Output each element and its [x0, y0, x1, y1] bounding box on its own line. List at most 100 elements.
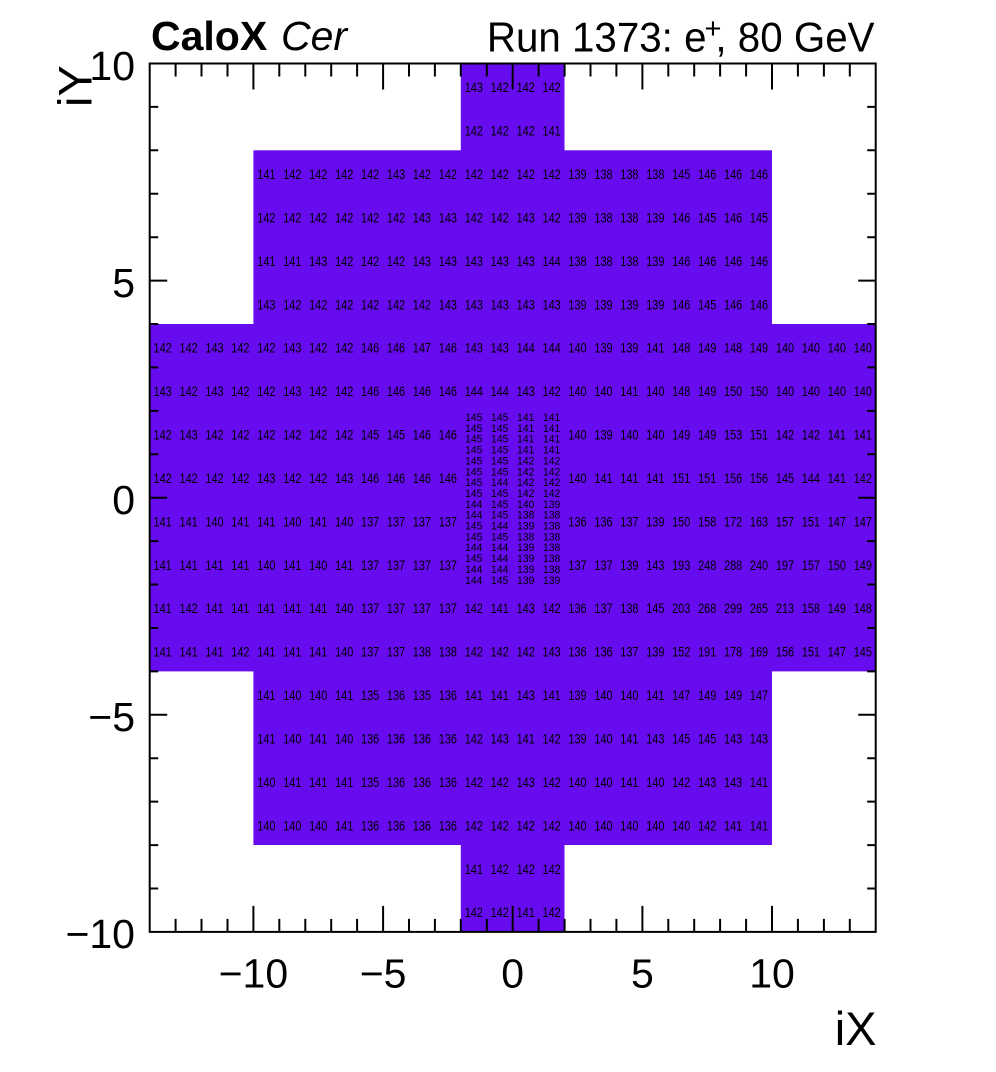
svg-text:CaloX: CaloX: [151, 13, 267, 59]
svg-text:140: 140: [335, 645, 354, 660]
svg-text:140: 140: [309, 818, 328, 833]
svg-text:144: 144: [491, 477, 508, 489]
svg-text:136: 136: [387, 818, 405, 833]
svg-text:156: 156: [724, 471, 742, 486]
svg-text:137: 137: [439, 558, 457, 573]
svg-text:142: 142: [672, 775, 690, 790]
svg-text:139: 139: [620, 297, 638, 312]
svg-text:143: 143: [543, 645, 561, 660]
svg-text:142: 142: [543, 167, 561, 182]
svg-text:137: 137: [361, 601, 379, 616]
svg-text:145: 145: [491, 499, 508, 511]
svg-text:142: 142: [309, 341, 327, 356]
svg-text:141: 141: [335, 688, 353, 703]
svg-text:143: 143: [205, 341, 223, 356]
svg-text:157: 157: [802, 558, 820, 573]
svg-text:146: 146: [413, 471, 431, 486]
svg-text:142: 142: [517, 167, 535, 182]
svg-text:140: 140: [646, 428, 665, 443]
svg-text:288: 288: [724, 558, 742, 573]
svg-text:142: 142: [257, 211, 275, 226]
svg-text:142: 142: [180, 341, 198, 356]
svg-text:140: 140: [309, 558, 328, 573]
svg-text:140: 140: [594, 818, 613, 833]
svg-text:140: 140: [776, 384, 795, 399]
svg-text:145: 145: [646, 601, 664, 616]
svg-text:143: 143: [205, 384, 223, 399]
svg-text:+: +: [705, 13, 722, 45]
svg-text:142: 142: [543, 601, 561, 616]
svg-text:142: 142: [283, 428, 301, 443]
svg-text:141: 141: [231, 601, 249, 616]
svg-text:142: 142: [465, 645, 483, 660]
svg-text:142: 142: [231, 471, 249, 486]
svg-text:138: 138: [620, 167, 638, 182]
svg-text:141: 141: [257, 645, 275, 660]
svg-text:142: 142: [283, 167, 301, 182]
svg-text:145: 145: [465, 445, 482, 457]
svg-text:137: 137: [387, 514, 405, 529]
svg-text:142: 142: [309, 167, 327, 182]
svg-text:142: 142: [257, 428, 275, 443]
svg-text:141: 141: [828, 428, 846, 443]
svg-text:142: 142: [517, 818, 535, 833]
svg-text:137: 137: [568, 558, 586, 573]
svg-text:143: 143: [724, 732, 742, 747]
svg-text:141: 141: [854, 428, 872, 443]
svg-text:151: 151: [750, 428, 768, 443]
svg-text:148: 148: [724, 341, 742, 356]
svg-text:145: 145: [465, 455, 482, 467]
svg-text:137: 137: [387, 558, 405, 573]
svg-text:141: 141: [646, 688, 664, 703]
svg-text:143: 143: [543, 297, 561, 312]
svg-text:138: 138: [543, 542, 560, 554]
svg-text:143: 143: [309, 254, 327, 269]
svg-text:144: 144: [465, 384, 484, 399]
svg-text:144: 144: [491, 553, 508, 565]
svg-text:149: 149: [750, 341, 768, 356]
svg-text:142: 142: [231, 428, 249, 443]
svg-text:144: 144: [491, 542, 508, 554]
svg-text:141: 141: [257, 601, 275, 616]
svg-text:149: 149: [698, 428, 716, 443]
svg-text:136: 136: [361, 818, 379, 833]
svg-text:142: 142: [491, 905, 509, 920]
svg-text:140: 140: [283, 732, 302, 747]
svg-text:146: 146: [439, 384, 457, 399]
svg-text:142: 142: [205, 471, 223, 486]
svg-text:140: 140: [646, 818, 665, 833]
svg-text:213: 213: [776, 601, 794, 616]
svg-text:139: 139: [543, 499, 560, 511]
svg-text:143: 143: [698, 775, 716, 790]
svg-text:147: 147: [672, 688, 690, 703]
svg-text:139: 139: [594, 428, 612, 443]
svg-text:5: 5: [112, 260, 135, 306]
svg-text:143: 143: [491, 341, 509, 356]
svg-text:142: 142: [854, 471, 872, 486]
svg-text:203: 203: [672, 601, 690, 616]
svg-text:145: 145: [698, 732, 716, 747]
svg-text:140: 140: [257, 558, 276, 573]
svg-text:146: 146: [387, 384, 405, 399]
svg-text:142: 142: [387, 254, 405, 269]
svg-text:140: 140: [620, 428, 639, 443]
svg-text:143: 143: [646, 558, 664, 573]
svg-text:142: 142: [491, 775, 509, 790]
svg-text:−10: −10: [219, 951, 289, 997]
svg-text:137: 137: [361, 645, 379, 660]
svg-text:138: 138: [543, 531, 560, 543]
svg-text:142: 142: [543, 211, 561, 226]
svg-text:265: 265: [750, 601, 768, 616]
svg-text:141: 141: [309, 732, 327, 747]
svg-text:141: 141: [205, 601, 223, 616]
svg-text:141: 141: [257, 688, 275, 703]
svg-text:142: 142: [231, 645, 249, 660]
svg-text:140: 140: [594, 732, 613, 747]
svg-text:139: 139: [517, 564, 534, 576]
svg-text:143: 143: [491, 297, 509, 312]
svg-text:150: 150: [672, 514, 691, 529]
svg-text:144: 144: [802, 471, 821, 486]
svg-text:142: 142: [543, 488, 560, 500]
svg-text:142: 142: [154, 428, 172, 443]
svg-text:141: 141: [257, 167, 275, 182]
